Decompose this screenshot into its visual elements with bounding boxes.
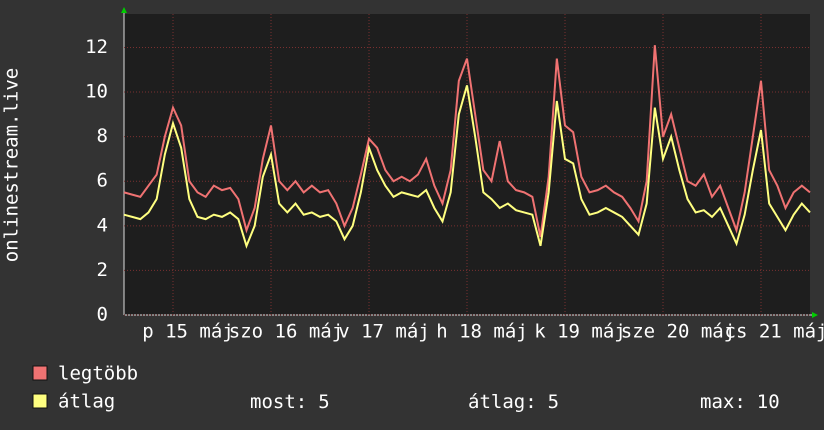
x-tick-label: v 17 máj [338,321,430,343]
stat-value: 10 [757,391,780,413]
legend-label: átlag [58,391,115,413]
x-tick-label: sze 20 máj [621,321,735,343]
x-tick-label: cs 21 máj [725,321,824,343]
y-tick-label: 12 [85,36,108,58]
y-tick-label: 4 [97,214,108,236]
stat-value: 5 [548,391,559,413]
legend-label: legtöbb [58,363,138,385]
stat: átlag: 5 [468,391,559,413]
stat-label: átlag: [468,391,537,413]
series-line [123,45,811,238]
stat: most: 5 [250,391,330,413]
x-tick-label: szo 16 máj [229,321,343,343]
y-tick-label: 6 [97,170,108,192]
series-line [123,85,811,249]
y-tick-label: 8 [97,125,108,147]
stat-value: 5 [318,391,329,413]
axis-arrow [121,7,127,13]
y-tick-label: 0 [97,304,108,326]
legend-swatch [32,393,48,409]
x-tick-label: p 15 máj [142,321,234,343]
x-tick-label: k 19 máj [534,321,626,343]
x-tick-label: h 18 máj [436,321,528,343]
y-tick-label: 10 [85,81,108,103]
stat-label: max: [700,391,746,413]
stat: max: 10 [700,391,780,413]
axis-arrow [812,312,818,318]
y-axis-title: onlinestream.live [1,68,23,262]
legend-swatch [32,365,48,381]
y-tick-label: 2 [97,259,108,281]
stat-label: most: [250,391,307,413]
